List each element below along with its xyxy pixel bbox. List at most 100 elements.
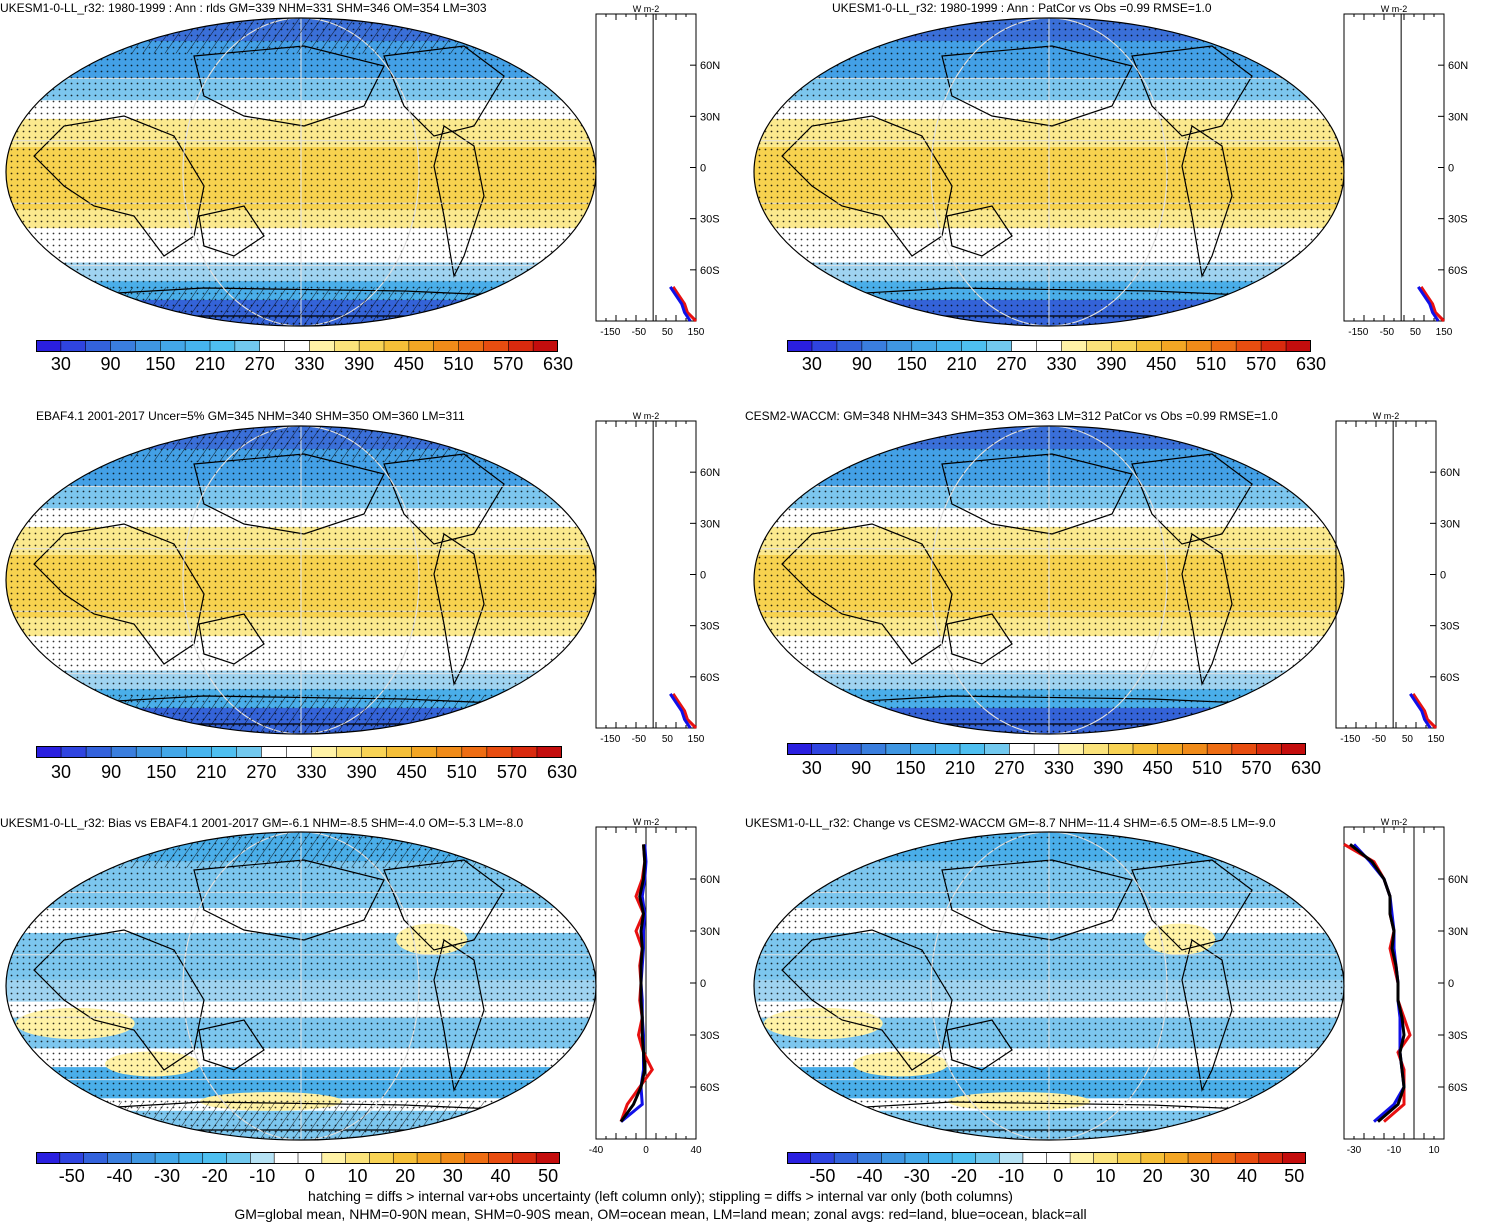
colorbar-swatch [1117,1152,1141,1164]
zonal-mean-line [1344,844,1410,1121]
colorbar-tick-label: 270 [246,762,276,783]
colorbar-swatch [1261,340,1286,352]
colorbar-swatch [250,1152,274,1164]
colorbar [36,340,558,352]
colorbar-swatch [1211,340,1236,352]
colorbar-swatch [929,1152,953,1164]
colorbar [787,340,1311,352]
zonal-mean-line [621,844,652,1121]
colorbar-swatch [285,340,310,352]
colorbar-tick-label: 10 [348,1166,368,1187]
colorbar-swatch [412,746,438,758]
colorbar-tick-label: 150 [896,758,926,779]
latitude-tick-label: 60S [1448,1082,1468,1094]
zonal-mean-line [670,287,690,321]
colorbar-swatch [483,340,508,352]
colorbar-swatch [912,340,937,352]
colorbar-swatch [1009,743,1034,755]
world-map [752,424,1346,736]
colorbar-swatch [185,340,210,352]
colorbar-tick-label: 50 [1284,1166,1304,1187]
colorbar-swatch [61,746,87,758]
colorbar-swatch [1232,743,1257,755]
colorbar-swatch [976,1152,1000,1164]
colorbar-swatch [1037,340,1062,352]
colorbar-swatch [985,743,1010,755]
colorbar-swatch [86,340,111,352]
panel-title: UKESM1-0-LL_r32: Change vs CESM2-WACCM G… [745,816,1276,830]
latitude-tick-label: 30S [700,214,720,226]
colorbar-tick-label: 150 [897,354,927,375]
colorbar-tick-label: 30 [802,758,822,779]
colorbar-tick-label: -30 [904,1166,930,1187]
colorbar-swatch [911,743,936,755]
colorbar-swatch [887,340,912,352]
colorbar-swatch [286,746,312,758]
colorbar-tick-label: 210 [945,758,975,779]
latitude-tick-label: 0 [1440,570,1446,582]
colorbar-swatch [36,746,62,758]
latitude-tick-label: 30N [1440,518,1460,530]
x-tick-label: 50 [662,734,674,745]
colorbar-swatch [1070,1152,1094,1164]
latitude-tick-label: 30S [1448,214,1468,226]
x-tick-label: -150 [600,327,620,338]
colorbar-swatch [36,340,61,352]
units-label: W m-2 [633,817,660,827]
colorbar-swatch [999,1152,1023,1164]
colorbar-swatch [1286,340,1311,352]
colorbar-tick-label: 390 [347,762,377,783]
colorbar-tick-label: 570 [497,762,527,783]
x-tick-label: -150 [1340,734,1360,745]
colorbar-tick-label: 570 [1246,354,1276,375]
colorbar-swatch [384,340,409,352]
x-tick-label: 50 [1410,327,1422,338]
colorbar-swatch [812,340,837,352]
colorbar-swatch [417,1152,441,1164]
x-tick-label: 0 [643,1145,649,1156]
x-tick-label: 50 [1402,734,1414,745]
colorbar-swatch [155,1152,179,1164]
colorbar-tick-label: 30 [802,354,822,375]
colorbar-swatch [465,1152,489,1164]
panel-title: UKESM1-0-LL_r32: 1980-1999 : Ann : rlds … [0,1,487,15]
colorbar-swatch [298,1152,322,1164]
colorbar-tick-label: -30 [154,1166,180,1187]
colorbar-swatch [1188,1152,1212,1164]
latitude-tick-label: 60N [700,467,720,479]
colorbar-swatch [812,743,837,755]
colorbar-swatch [359,340,384,352]
colorbar-tick-label: 570 [493,354,523,375]
colorbar-swatch [1182,743,1207,755]
latitude-tick-label: 30S [1448,1030,1468,1042]
colorbar-tick-label: 510 [1192,758,1222,779]
colorbar-swatch [334,340,359,352]
x-tick-label: 150 [688,327,705,338]
world-map [4,424,598,736]
colorbar-tick-label: 330 [1044,758,1074,779]
colorbar-tick-label: 450 [394,354,424,375]
colorbar-swatch [274,1152,298,1164]
colorbar-swatch [937,340,962,352]
colorbar-tick-label: 90 [852,354,872,375]
zonal-mean-line [1410,694,1430,728]
colorbar-tick-label: 40 [490,1166,510,1187]
x-tick-label: -30 [1347,1145,1362,1156]
colorbar-tick-label: 20 [1143,1166,1163,1187]
colorbar-tick-label: 630 [543,354,573,375]
x-tick-label: -50 [632,734,647,745]
colorbar-swatch [1257,743,1282,755]
colorbar-swatch [86,746,112,758]
x-tick-label: 150 [688,734,705,745]
latitude-tick-label: 0 [700,570,706,582]
colorbar-swatch [508,340,533,352]
colorbar-swatch [837,340,862,352]
colorbar-swatch [489,1152,513,1164]
colorbar [36,746,562,758]
colorbar-swatch [1161,340,1186,352]
colorbar-swatch [309,340,334,352]
colorbar-swatch [111,340,136,352]
colorbar-tick-label: 30 [443,1166,463,1187]
colorbar-swatch [1236,340,1261,352]
